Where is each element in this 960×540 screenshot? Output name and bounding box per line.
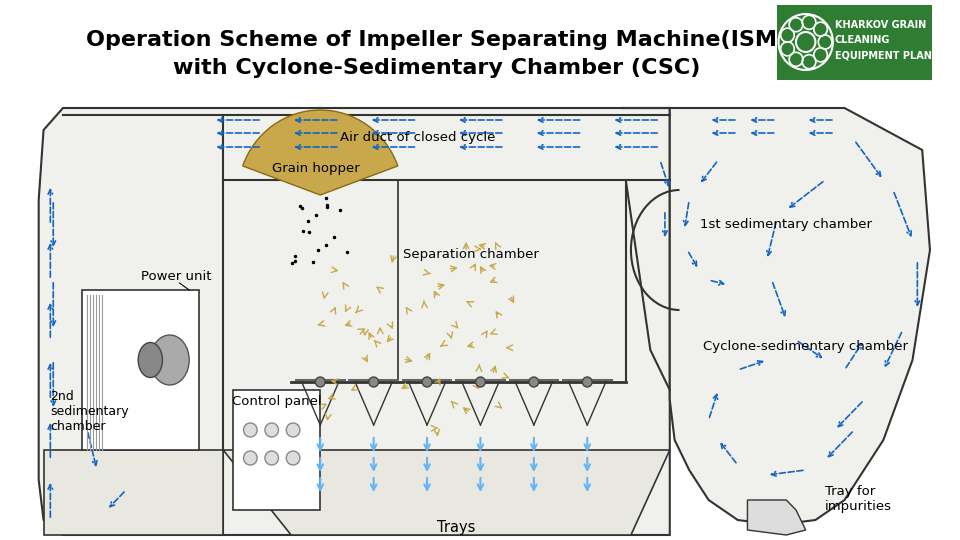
Circle shape <box>316 377 325 387</box>
Text: Separation chamber: Separation chamber <box>403 248 539 261</box>
Circle shape <box>422 377 432 387</box>
Ellipse shape <box>151 335 189 385</box>
Circle shape <box>475 377 486 387</box>
Circle shape <box>583 377 592 387</box>
Text: Operation Scheme of Impeller Separating Machine(ISM): Operation Scheme of Impeller Separating … <box>86 30 787 50</box>
Polygon shape <box>223 450 670 535</box>
Polygon shape <box>38 108 670 535</box>
Text: Grain hopper: Grain hopper <box>272 162 359 175</box>
Circle shape <box>244 451 257 465</box>
FancyBboxPatch shape <box>233 390 321 510</box>
Circle shape <box>369 377 378 387</box>
Text: CLEANING: CLEANING <box>835 35 890 45</box>
Text: Tray for
impurities: Tray for impurities <box>825 485 892 513</box>
Text: KHARKOV GRAIN: KHARKOV GRAIN <box>835 20 926 30</box>
Circle shape <box>286 423 300 437</box>
Polygon shape <box>43 450 223 535</box>
Text: EQUIPMENT PLANT: EQUIPMENT PLANT <box>835 50 939 60</box>
Circle shape <box>244 423 257 437</box>
Text: Cyclone-sedimentary chamber: Cyclone-sedimentary chamber <box>703 340 908 353</box>
FancyBboxPatch shape <box>777 5 932 80</box>
Circle shape <box>265 451 278 465</box>
Text: 2nd
sedimentary
chamber: 2nd sedimentary chamber <box>50 390 129 433</box>
Wedge shape <box>243 110 397 195</box>
Text: Trays: Trays <box>437 520 475 535</box>
Circle shape <box>529 377 539 387</box>
Text: Control panel: Control panel <box>231 395 322 408</box>
Polygon shape <box>621 108 930 525</box>
Text: Power unit: Power unit <box>140 270 211 283</box>
Polygon shape <box>748 500 805 535</box>
Circle shape <box>265 423 278 437</box>
Text: with Cyclone-Sedimentary Chamber (CSC): with Cyclone-Sedimentary Chamber (CSC) <box>173 58 701 78</box>
Text: 1st sedimentary chamber: 1st sedimentary chamber <box>700 218 873 231</box>
Circle shape <box>286 451 300 465</box>
Text: Air duct of closed cycle: Air duct of closed cycle <box>340 132 495 145</box>
FancyBboxPatch shape <box>83 290 199 450</box>
Ellipse shape <box>138 342 162 377</box>
